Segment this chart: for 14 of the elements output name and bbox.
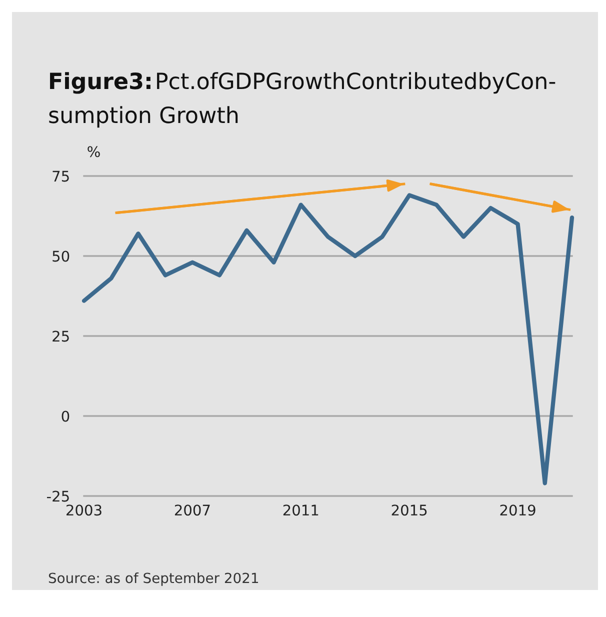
source-note: Source: as of September 2021 xyxy=(48,572,258,586)
y-tick-label: 0 xyxy=(62,410,70,422)
y-tick-label: -25 xyxy=(47,490,69,502)
chart-title: Figure3:Pct.ofGDPGrowthContributedbyCon- sumption Growth xyxy=(49,72,556,128)
y-tick-label: 50 xyxy=(52,250,70,262)
y-tick-label: 75 xyxy=(52,170,69,182)
x-tick-label: 2007 xyxy=(174,504,210,516)
line-series xyxy=(82,193,574,486)
x-tick-label: 2015 xyxy=(392,504,427,516)
x-tick-label: 2011 xyxy=(283,504,318,516)
x-tick-label: 2003 xyxy=(66,504,102,516)
x-tick-label: 2019 xyxy=(500,504,536,516)
y-axis-title: % xyxy=(88,146,100,158)
y-tick-label: 25 xyxy=(52,330,69,342)
